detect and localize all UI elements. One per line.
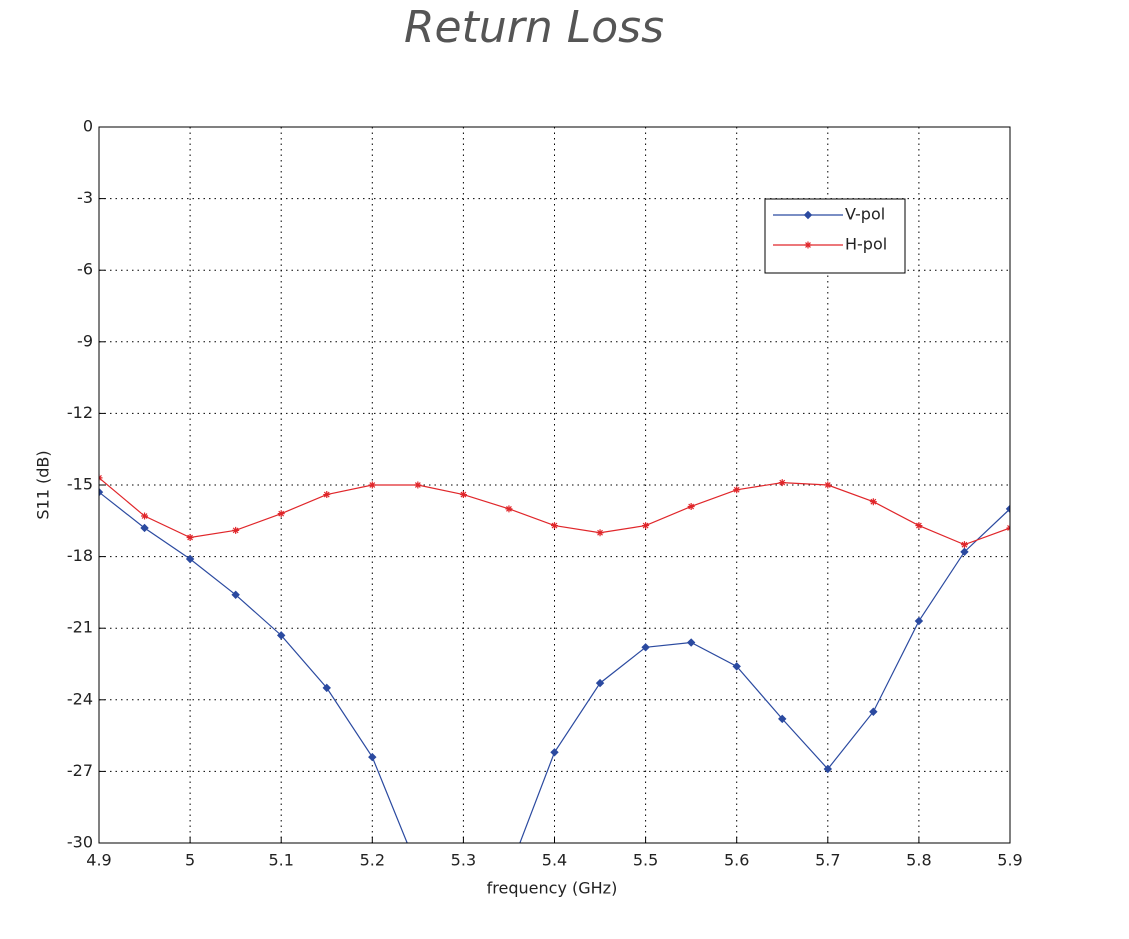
point	[732, 662, 741, 671]
point	[687, 502, 695, 510]
x-tick-label: 5.7	[815, 851, 840, 870]
point	[686, 638, 696, 647]
point	[803, 210, 813, 220]
point	[140, 523, 149, 533]
point	[550, 748, 559, 757]
y-tick-label: -6	[77, 260, 93, 279]
y-tick-label: -9	[77, 331, 93, 350]
point	[1005, 504, 1010, 514]
series-layer	[99, 474, 1010, 918]
point	[915, 522, 923, 530]
point	[99, 487, 104, 497]
y-tick-label: 0	[83, 117, 93, 136]
x-tick-label: 5.4	[542, 851, 567, 870]
point	[960, 541, 968, 549]
point	[460, 911, 467, 918]
point	[277, 510, 285, 518]
chart-title: Return Loss	[404, 2, 664, 53]
x-tick-label: 5.6	[724, 851, 749, 870]
point	[368, 752, 377, 762]
point	[323, 491, 331, 499]
point	[869, 707, 878, 716]
x-tick-label: 4.9	[86, 851, 111, 870]
point	[276, 631, 286, 640]
point	[823, 764, 833, 774]
legend: V-pol H-pol	[764, 198, 906, 274]
point	[641, 643, 650, 652]
point	[914, 616, 924, 626]
legend-box	[764, 198, 906, 274]
point	[595, 678, 605, 688]
y-tick-label: -24	[67, 689, 93, 708]
x-tick-label: 5.5	[633, 851, 658, 870]
y-tick-label: -27	[67, 761, 93, 780]
point	[551, 522, 558, 530]
point	[505, 868, 512, 875]
point	[804, 241, 812, 249]
x-tick-label: 5.3	[451, 851, 476, 870]
y-tick-label: -21	[67, 618, 93, 637]
point	[642, 522, 650, 530]
point	[141, 512, 149, 520]
point	[505, 505, 513, 513]
point	[231, 590, 240, 599]
point	[869, 498, 877, 506]
y-tick-label: -30	[67, 833, 93, 852]
x-tick-label: 5.9	[997, 851, 1022, 870]
x-tick-label: 5.8	[906, 851, 931, 870]
point	[185, 554, 195, 564]
point	[960, 547, 969, 557]
point	[459, 491, 467, 499]
point	[322, 683, 331, 693]
x-tick-label: 5.1	[268, 851, 293, 870]
point	[414, 866, 421, 873]
point	[778, 714, 787, 724]
point	[733, 486, 741, 494]
point	[368, 481, 376, 489]
point	[414, 481, 422, 489]
plot-frame	[98, 126, 1011, 844]
legend-label: H-pol	[845, 235, 887, 254]
x-tick-label: 5	[185, 851, 195, 870]
x-tick-label: 5.2	[360, 851, 385, 870]
point	[778, 479, 786, 487]
point	[596, 529, 604, 537]
legend-label: V-pol	[845, 205, 885, 224]
y-tick-label: -3	[77, 188, 93, 207]
point	[186, 534, 194, 542]
x-axis-label: frequency (GHz)	[487, 879, 618, 898]
y-tick-label: -15	[67, 475, 93, 494]
point	[824, 481, 832, 489]
point	[232, 526, 240, 534]
y-axis-label: S11 (dB)	[34, 450, 53, 519]
y-tick-label: -12	[67, 403, 93, 422]
y-tick-label: -18	[67, 546, 93, 565]
